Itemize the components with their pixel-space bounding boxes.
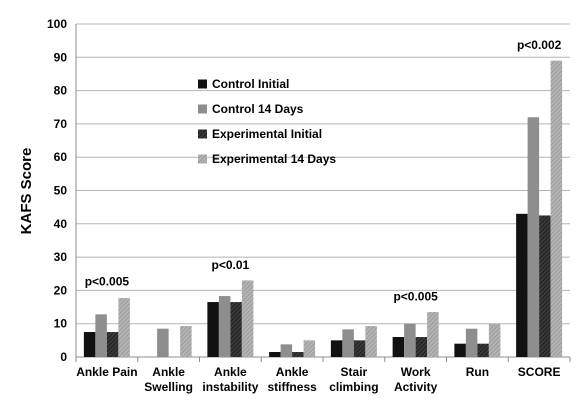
bar: [427, 312, 439, 357]
bar: [527, 117, 540, 358]
bar: [118, 298, 130, 357]
x-category-label: Run: [466, 365, 489, 379]
legend: Control Initial Control 14 Days Experiment…: [198, 77, 336, 166]
axes: [75, 24, 571, 362]
y-tick-label: 90: [54, 50, 68, 64]
significance-annotation: p<0.01: [212, 258, 250, 272]
y-tick-label: 0: [60, 350, 67, 364]
x-category-label: Work: [401, 365, 431, 379]
y-tick-label: 80: [54, 84, 68, 98]
x-category-label: stiffness: [267, 380, 317, 394]
bar: [539, 215, 551, 357]
bar: [180, 326, 192, 357]
bar: [550, 60, 563, 357]
bar: [465, 328, 478, 357]
x-category-label: SCORE: [518, 365, 561, 379]
bar: [218, 296, 231, 357]
bar: [207, 302, 219, 357]
bar: [488, 323, 501, 357]
bar: [83, 332, 96, 357]
bar: [342, 329, 354, 357]
bar: [353, 340, 366, 357]
y-axis-title: KAFS Score: [18, 148, 35, 235]
bar: [280, 344, 293, 357]
bar: [106, 332, 119, 357]
bar: [477, 343, 489, 357]
x-category-label: Ankle Pain: [76, 365, 137, 379]
x-category-label: Activity: [394, 380, 438, 394]
y-tick-label: 50: [54, 184, 68, 198]
x-category-label: instability: [202, 380, 258, 394]
y-tick-label: 20: [54, 283, 68, 297]
bar: [330, 340, 343, 357]
bar: [415, 337, 428, 357]
bar: [404, 323, 416, 357]
y-tick-label: 10: [54, 317, 68, 331]
bar: [157, 328, 169, 357]
y-tick-label: 100: [47, 17, 67, 31]
y-tick-label: 40: [54, 217, 68, 231]
legend-swatch: [198, 79, 207, 89]
bar: [392, 337, 405, 357]
y-tick-label: 30: [54, 250, 68, 264]
significance-annotation: p<0.002: [517, 38, 562, 52]
legend-label: Control Initial: [212, 77, 289, 91]
bar: [454, 343, 466, 357]
x-category-label: Stair: [341, 365, 368, 379]
significance-annotation: p<0.005: [85, 274, 130, 288]
bar: [95, 314, 107, 357]
bar: [230, 302, 242, 357]
bar: [516, 213, 528, 357]
bar: [303, 340, 316, 357]
legend-label: Experimental Initial: [212, 127, 322, 141]
legend-swatch: [198, 104, 207, 114]
legend-label: Experimental 14 Days: [212, 152, 336, 166]
y-tick-label: 60: [54, 150, 68, 164]
bar: [269, 352, 281, 357]
y-tick-label: 70: [54, 117, 68, 131]
bars: [83, 60, 563, 358]
x-category-label: Ankle: [152, 365, 185, 379]
legend-swatch: [198, 129, 207, 139]
x-category-label: Swelling: [144, 380, 193, 394]
bar: [365, 326, 377, 357]
bar: [292, 352, 304, 357]
bar: [241, 280, 254, 357]
legend-swatch: [198, 154, 207, 164]
legend-label: Control 14 Days: [212, 102, 304, 116]
significance-annotation: p<0.005: [393, 289, 438, 303]
gridlines: [76, 23, 570, 325]
x-category-label: Ankle: [214, 365, 247, 379]
x-category-label: Ankle: [276, 365, 309, 379]
x-category-label: climbing: [329, 380, 378, 394]
